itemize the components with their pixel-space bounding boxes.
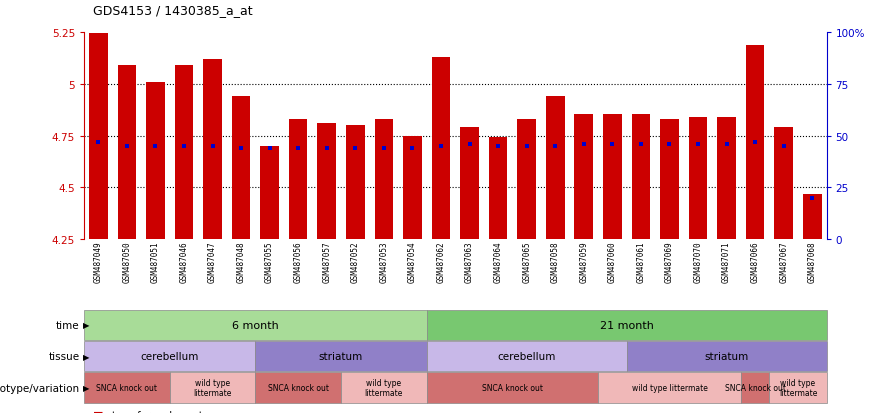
Bar	[627, 341, 827, 371]
Bar	[517, 120, 536, 240]
Bar	[170, 373, 255, 403]
Bar	[403, 136, 422, 240]
Text: striatum: striatum	[705, 351, 749, 361]
Bar	[261, 147, 279, 240]
Text: wild type
littermate: wild type littermate	[779, 378, 817, 397]
Text: genotype/variation: genotype/variation	[0, 382, 80, 393]
Bar	[146, 83, 164, 240]
Text: SNCA knock out: SNCA knock out	[96, 383, 157, 392]
Text: cerebellum: cerebellum	[141, 351, 199, 361]
Bar	[603, 114, 621, 240]
Bar	[317, 124, 336, 240]
Bar	[255, 341, 427, 371]
Bar	[546, 97, 565, 240]
Text: tissue: tissue	[49, 351, 80, 361]
Bar	[461, 128, 479, 240]
Bar	[598, 373, 741, 403]
Bar	[575, 114, 593, 240]
Bar	[118, 66, 136, 240]
Bar	[175, 66, 194, 240]
Text: ▶: ▶	[83, 352, 89, 361]
Text: SNCA knock out: SNCA knock out	[482, 383, 543, 392]
Bar	[689, 118, 707, 240]
Bar	[89, 33, 108, 240]
Bar	[84, 310, 427, 340]
Bar	[769, 373, 827, 403]
Bar	[427, 341, 627, 371]
Text: cerebellum: cerebellum	[498, 351, 556, 361]
Text: striatum: striatum	[319, 351, 363, 361]
Bar	[803, 194, 821, 240]
Bar	[232, 97, 250, 240]
Bar	[375, 120, 393, 240]
Text: 6 month: 6 month	[232, 320, 278, 330]
Bar	[717, 118, 735, 240]
Bar	[489, 137, 507, 240]
Bar	[203, 60, 222, 240]
Text: GDS4153 / 1430385_a_at: GDS4153 / 1430385_a_at	[93, 4, 252, 17]
Bar	[774, 128, 793, 240]
Bar	[431, 58, 450, 240]
Bar	[255, 373, 341, 403]
Text: ▶: ▶	[83, 383, 89, 392]
Text: 21 month: 21 month	[599, 320, 653, 330]
Bar	[84, 373, 170, 403]
Text: transformed count: transformed count	[112, 410, 203, 413]
Bar	[632, 114, 651, 240]
Text: ▶: ▶	[83, 320, 89, 329]
Bar	[660, 120, 679, 240]
Bar	[427, 373, 598, 403]
Text: wild type
littermate: wild type littermate	[365, 378, 403, 397]
Text: ■: ■	[93, 410, 103, 413]
Text: SNCA knock out: SNCA knock out	[725, 383, 786, 392]
Text: SNCA knock out: SNCA knock out	[268, 383, 329, 392]
Bar	[84, 341, 255, 371]
Bar	[746, 45, 765, 240]
Bar	[741, 373, 769, 403]
Text: time: time	[56, 320, 80, 330]
Text: wild type
littermate: wild type littermate	[194, 378, 232, 397]
Text: wild type littermate: wild type littermate	[631, 383, 707, 392]
Bar	[346, 126, 364, 240]
Bar	[341, 373, 427, 403]
Bar	[427, 310, 827, 340]
Bar	[289, 120, 308, 240]
